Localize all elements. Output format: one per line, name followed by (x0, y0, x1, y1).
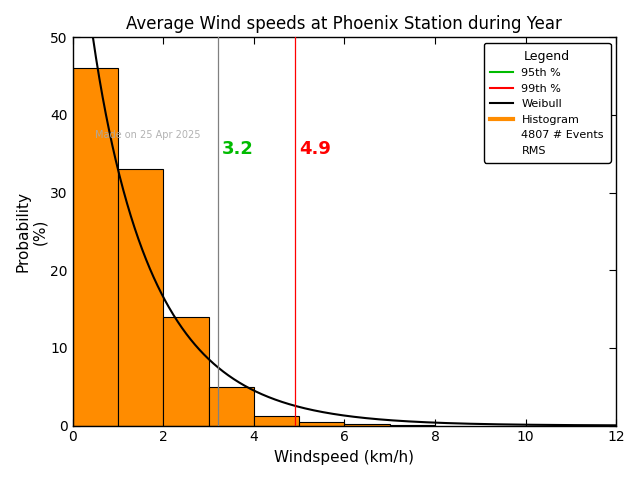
Bar (209, 387, 254, 426)
Bar (73, 68, 118, 426)
Title: Average Wind speeds at Phoenix Station during Year: Average Wind speeds at Phoenix Station d… (127, 15, 563, 33)
Legend: 95th %, 99th %, Weibull, Histogram, 4807 # Events, RMS: 95th %, 99th %, Weibull, Histogram, 4807… (484, 43, 611, 163)
Bar (299, 422, 344, 426)
Bar (254, 416, 299, 426)
Text: 3.2: 3.2 (222, 140, 254, 158)
Bar (118, 169, 163, 426)
Bar (163, 317, 209, 426)
Y-axis label: Probability
(%): Probability (%) (15, 191, 47, 272)
Bar (344, 424, 390, 426)
Text: 4.9: 4.9 (299, 140, 331, 158)
Text: Made on 25 Apr 2025: Made on 25 Apr 2025 (95, 130, 201, 140)
X-axis label: Windspeed (km/h): Windspeed (km/h) (275, 450, 415, 465)
